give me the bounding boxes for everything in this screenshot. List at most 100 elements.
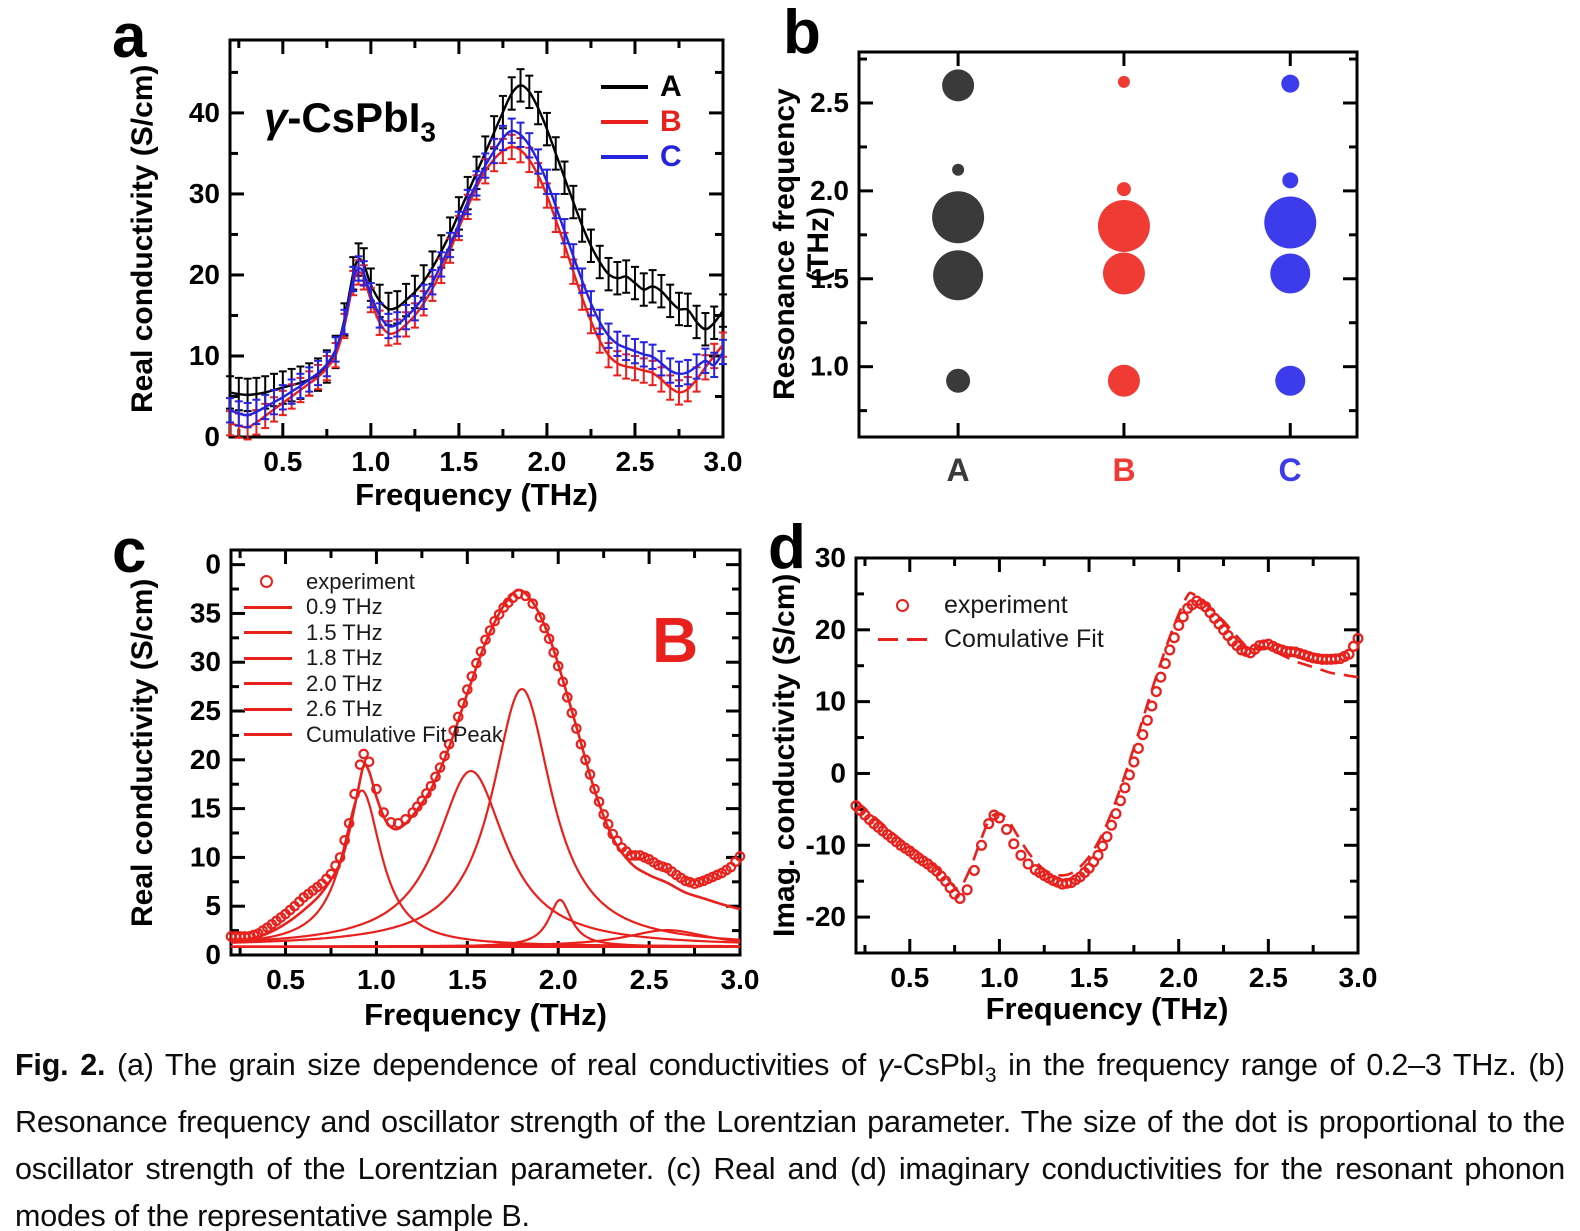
bubble-column-A (932, 69, 985, 393)
category-label-C: C (1278, 452, 1302, 488)
compound-subscript: 3 (984, 1064, 997, 1088)
bubble (1281, 74, 1300, 93)
svg-text:2.5: 2.5 (1249, 962, 1288, 993)
legend-line-C (601, 154, 648, 159)
svg-text:5: 5 (205, 890, 221, 921)
legend-item-0.9THz: 0.9 THz (244, 594, 503, 621)
experiment-markers (850, 595, 1364, 904)
legend-label-B: B (660, 104, 682, 138)
panel-a-axes: 0.5 1.0 1.5 2.0 2.5 3.0 0 10 20 30 40 (189, 40, 743, 477)
panel-c-axes: 0.5 1.0 1.5 2.0 2.5 3.0 0 5 10 15 20 25 30 35 0 (190, 549, 760, 995)
svg-text:1.5: 1.5 (439, 446, 478, 477)
svg-text:1.5: 1.5 (810, 263, 849, 294)
sample-B-label: B (652, 604, 699, 676)
red-line-icon (244, 733, 292, 737)
caption-fig-label: Fig. 2. (15, 1048, 106, 1082)
svg-text:2.0: 2.0 (539, 964, 578, 995)
panel-a-sample-title: γ-CsPbI3 (264, 94, 436, 148)
svg-text:1.0: 1.0 (357, 964, 396, 995)
legend-item-cumulative: Cumulative Fit Peak (244, 722, 503, 748)
svg-text:20: 20 (190, 744, 221, 775)
panel-d-legend: experiment Comulative Fit (878, 588, 1104, 656)
panel-d-frame (854, 556, 1360, 955)
svg-text:40: 40 (189, 97, 220, 128)
svg-text:2.5: 2.5 (810, 87, 849, 118)
lorentzian-2.6 THz (230, 929, 741, 948)
svg-text:3.0: 3.0 (1339, 962, 1378, 993)
panel-d-letter: d (768, 513, 806, 582)
svg-text:20: 20 (189, 259, 220, 290)
legend-item-2.0THz: 2.0 THz (244, 671, 503, 697)
svg-text:1.0: 1.0 (810, 351, 849, 382)
panel-b-axes: 1.0 1.5 2.0 2.5 (810, 52, 1357, 437)
svg-text:0.5: 0.5 (263, 446, 302, 477)
bubble (1116, 182, 1131, 197)
red-line-icon (244, 605, 292, 609)
legend-item-1.5THz: 1.5 THz (244, 620, 503, 646)
legend-line-B (601, 119, 648, 124)
compound-subscript: 3 (420, 116, 436, 148)
category-label-A: A (946, 452, 970, 488)
bubble (1107, 364, 1140, 397)
svg-text:25: 25 (190, 695, 221, 726)
svg-text:20: 20 (815, 614, 846, 645)
bubble (1102, 252, 1145, 295)
svg-text:1.5: 1.5 (448, 964, 487, 995)
bubble (952, 163, 965, 176)
legend-item-1.8THz: 1.8 THz (244, 645, 503, 672)
bubble (1282, 172, 1299, 189)
open-circle-icon (244, 575, 300, 589)
svg-text:0.5: 0.5 (890, 962, 929, 993)
panel-a-series-C (226, 117, 727, 429)
legend-item-C: C (601, 139, 682, 174)
legend-item-B: B (601, 104, 682, 139)
panel-d-y-axis-title: Imag. conductivity (S/cm) (768, 573, 801, 938)
svg-text:3.0: 3.0 (704, 446, 743, 477)
lorentzian-1.8 THz (230, 687, 741, 944)
panel-a-y-axis-title: Real conductivity (S/cm) (126, 64, 159, 413)
panel-c-legend: experiment 0.9 THz 1.5 THz 1.8 THz 2.0 T… (244, 569, 503, 748)
svg-text:2.5: 2.5 (630, 964, 669, 995)
svg-text:10: 10 (189, 340, 220, 371)
gamma-symbol: γ (877, 1048, 893, 1082)
panel-c-x-axis-title: Frequency (THz) (364, 997, 607, 1032)
legend-item-experiment: experiment (878, 588, 1104, 622)
svg-text:35: 35 (190, 597, 221, 628)
svg-text:15: 15 (190, 793, 221, 824)
panel-c-letter: c (112, 517, 147, 586)
panel-d-axes: 0.5 1.0 1.5 2.0 2.5 3.0 -20 -10 0 10 20 30 (806, 542, 1378, 993)
gamma-symbol: γ (264, 94, 288, 141)
svg-text:0: 0 (830, 757, 846, 788)
figure-caption: Fig. 2. (a) The grain size dependence of… (15, 1048, 1565, 1231)
svg-text:0.5: 0.5 (266, 964, 305, 995)
svg-text:30: 30 (189, 178, 220, 209)
svg-text:2.0: 2.0 (1159, 962, 1198, 993)
svg-text:1.5: 1.5 (1070, 962, 1109, 993)
bubble (933, 250, 984, 301)
svg-text:10: 10 (815, 686, 846, 717)
panel-a-x-axis-title: Frequency (THz) (355, 477, 598, 512)
experiment-markers (225, 588, 746, 942)
bubble (1097, 200, 1150, 253)
svg-text:0: 0 (204, 421, 220, 452)
svg-text:1.0: 1.0 (351, 446, 390, 477)
panel-a-frame (228, 38, 725, 439)
legend-item-2.6THz: 2.6 THz (244, 696, 503, 723)
compound-name: -CsPbI (287, 94, 421, 141)
legend-label-C: C (660, 139, 682, 173)
bubble (932, 191, 985, 244)
panel-a-letter: a (112, 2, 147, 71)
panel-b-y-axis-title: Resonance frequency (THz) (768, 88, 835, 401)
svg-text:-20: -20 (806, 901, 846, 932)
bubble (1264, 196, 1317, 249)
lorentzian-1.5 THz (230, 769, 741, 944)
legend-item-experiment: experiment (244, 569, 503, 595)
bubble-column-C (1264, 74, 1317, 396)
red-line-icon (244, 631, 292, 635)
svg-text:1.0: 1.0 (980, 962, 1019, 993)
bubble (1117, 75, 1130, 88)
svg-text:30: 30 (190, 646, 221, 677)
svg-text:0: 0 (205, 549, 221, 580)
legend-label-A: A (660, 69, 682, 103)
